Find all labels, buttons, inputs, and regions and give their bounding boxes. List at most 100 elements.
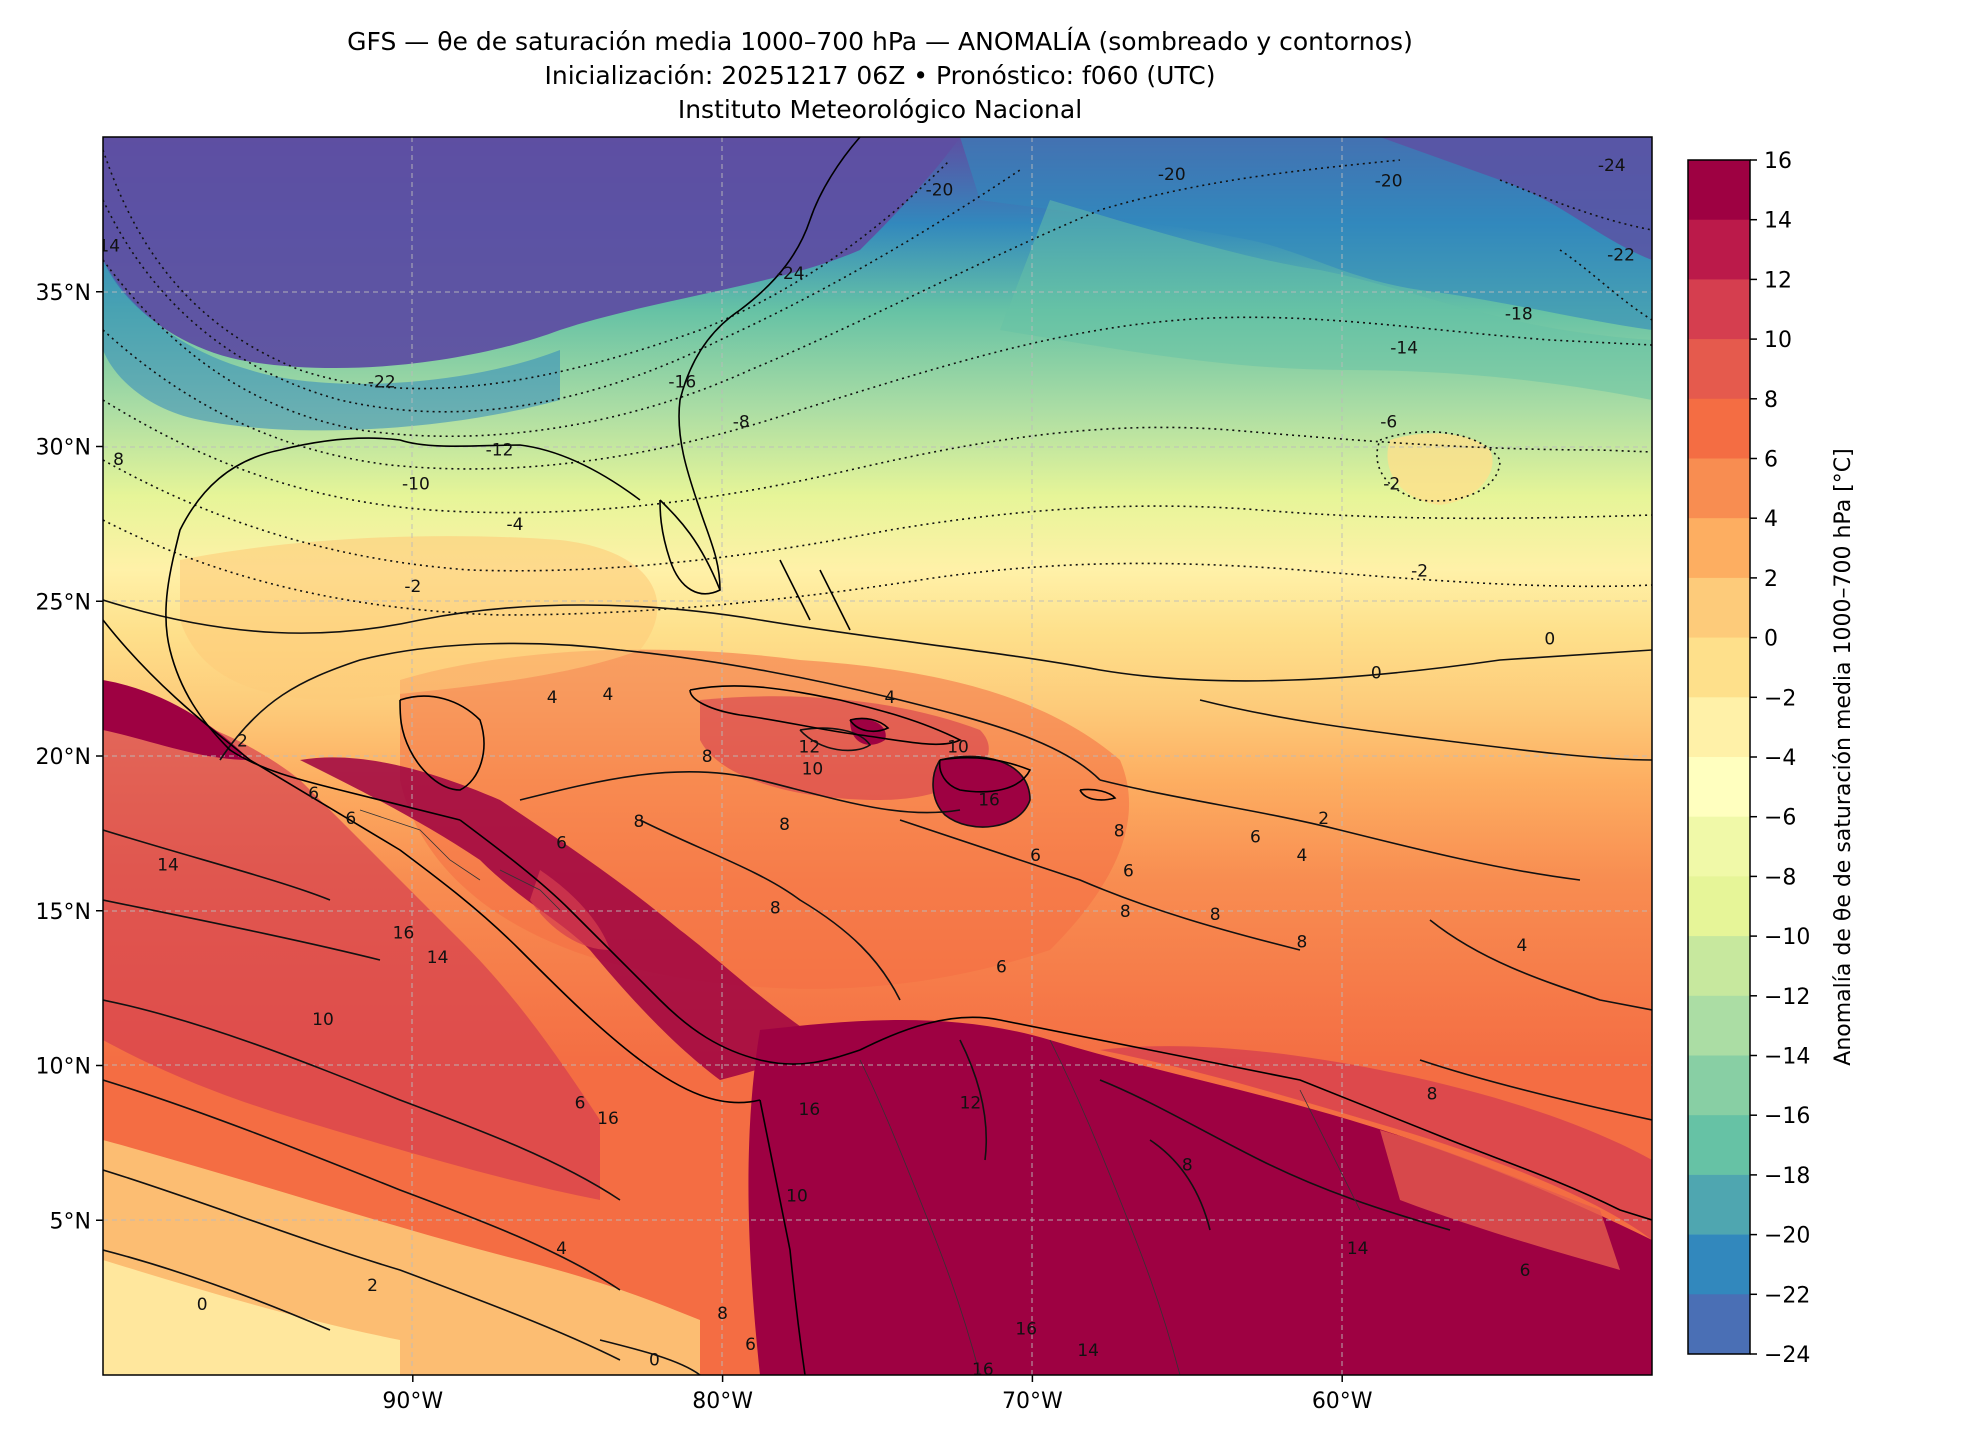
contour-label: 6 (575, 1094, 586, 1114)
us-east-coast (678, 137, 861, 591)
contour-label: 12 (960, 1094, 982, 1114)
figure-title: GFS — θe de saturación media 1000–700 hP… (347, 27, 1413, 56)
lon-tick-label: 70°W (1002, 1389, 1063, 1414)
pacific-coast (103, 619, 761, 1104)
colorbar (1688, 160, 1750, 1355)
colorbar-tick-label: −16 (1764, 1104, 1810, 1129)
contour-label: 10 (312, 1010, 334, 1030)
colorbar-tick-label: −12 (1764, 985, 1810, 1010)
contour-label: 6 (1030, 846, 1041, 866)
contour-label: 6 (1250, 827, 1261, 847)
jamaica-coastline (849, 717, 890, 733)
contour-label: 16 (597, 1109, 619, 1129)
contour-label: 0 (649, 1351, 660, 1371)
contour-label: 8 (1210, 905, 1221, 925)
colorbar-tick-label: 6 (1764, 448, 1778, 473)
lon-tick-label: 60°W (1312, 1389, 1373, 1414)
lat-tick-label: 15°N (36, 900, 91, 925)
colorbar-tick-label: −4 (1764, 746, 1796, 771)
contour-label: -2 (404, 577, 421, 597)
positive-contours (103, 599, 1652, 1375)
atlantic-warm-pocket (1387, 433, 1493, 505)
colorbar-segment (1688, 1115, 1750, 1176)
map-canvas[interactable]: -20-20 -20-24-22-24-18-14-22 -16-12-10-8 -6… (98, 137, 1652, 1380)
contour-label: 10 (947, 738, 969, 758)
colorbar-tick-label: −20 (1764, 1224, 1810, 1249)
contour-label: 8 (1297, 933, 1308, 953)
contour-label: -4 (507, 515, 524, 535)
colorbar-segment (1688, 398, 1750, 459)
colorbar-segment (1688, 816, 1750, 877)
guiana-coast-band (1380, 1130, 1620, 1270)
colorbar-segment (1688, 279, 1750, 340)
figure-subtitle: Inicialización: 20251217 06Z • Pronóstic… (544, 61, 1216, 90)
contour-label: 14 (98, 236, 120, 256)
colorbar-tick-label: 14 (1764, 209, 1792, 234)
yucatan-peninsula (399, 695, 485, 791)
guiana-warm-band (1100, 1046, 1652, 1240)
contour-label: 8 (1182, 1156, 1193, 1176)
latitude-axis: 35°N 30°N 25°N 20°N 15°N 10°N 5°N (36, 281, 103, 1234)
longitude-axis: 90°W 80°W 70°W 60°W (382, 1375, 1373, 1414)
colorbar-tick-label: −18 (1764, 1164, 1810, 1189)
colorbar-tick-label: −14 (1764, 1045, 1810, 1070)
contour-label: 4 (1516, 936, 1527, 956)
colorbar-tick-label: −2 (1764, 686, 1796, 711)
colorbar-segment (1688, 518, 1750, 579)
contour-label: -10 (402, 475, 430, 495)
contour-label: 6 (996, 957, 1007, 977)
contour-label: 0 (197, 1295, 208, 1315)
contour-label: -16 (668, 373, 696, 393)
colorbar-tick-label: −22 (1764, 1283, 1810, 1308)
hispaniola-coastline (938, 756, 1032, 793)
lat-tick-label: 5°N (50, 1209, 91, 1234)
contour-label: 2 (367, 1276, 378, 1296)
contour-label: -20 (926, 181, 954, 201)
contour-label: 14 (157, 855, 179, 875)
contour-label: -20 (1375, 171, 1403, 191)
contour-label: 8 (1114, 821, 1125, 841)
gulf-coast (165, 437, 641, 821)
contour-label: 2 (1318, 809, 1329, 829)
pacific-coast-warm-strip (103, 680, 250, 760)
country-borders (359, 809, 1361, 1375)
contour-label: -24 (777, 264, 805, 284)
colorbar-tick-label: −10 (1764, 925, 1810, 950)
colorbar-label: Anomalía de θe de saturación media 1000–… (1831, 448, 1856, 1065)
contour-label: 8 (717, 1304, 728, 1324)
colorbar-tick-label: 10 (1764, 328, 1792, 353)
colorbar-segment (1688, 160, 1750, 221)
contour-label: 6 (745, 1335, 756, 1355)
contour-label: 4 (1297, 846, 1308, 866)
contour-label: -2 (1411, 561, 1428, 581)
contour-label: -14 (1390, 338, 1418, 358)
contour-label: 8 (779, 815, 790, 835)
lat-tick-label: 10°N (36, 1055, 91, 1080)
contour-labels: -20-20 -20-24-22-24-18-14-22 -16-12-10-8 -6… (98, 156, 1635, 1380)
colorbar-segment (1688, 936, 1750, 997)
atlantic-teal-band (1000, 200, 1652, 400)
atlantic-cold-core (1380, 137, 1652, 260)
colorbar-tick-label: −6 (1764, 806, 1796, 831)
lat-tick-label: 25°N (36, 590, 91, 615)
graticule (103, 137, 1652, 1375)
colorbar-segment (1688, 1055, 1750, 1116)
colorbar-tick-label: 12 (1764, 268, 1792, 293)
colorbar-tick-label: 2 (1764, 567, 1778, 592)
contour-label: -22 (1607, 246, 1635, 266)
contour-label: 16 (972, 1360, 994, 1380)
cold-anomaly-region (103, 137, 960, 369)
contour-label: 0 (1544, 629, 1555, 649)
cool-anomaly-band (103, 260, 560, 431)
contour-label: 4 (884, 688, 895, 708)
contour-label: 12 (799, 738, 821, 758)
contour-label: 8 (634, 812, 645, 832)
contour-label: -20 (1158, 165, 1186, 185)
contour-label: -2 (1383, 475, 1400, 495)
colorbar-tick-label: 4 (1764, 507, 1778, 532)
lat-tick-label: 35°N (36, 281, 91, 306)
colorbar-segment (1688, 339, 1750, 400)
contour-label: 10 (802, 759, 824, 779)
contour-label: 4 (556, 1239, 567, 1259)
